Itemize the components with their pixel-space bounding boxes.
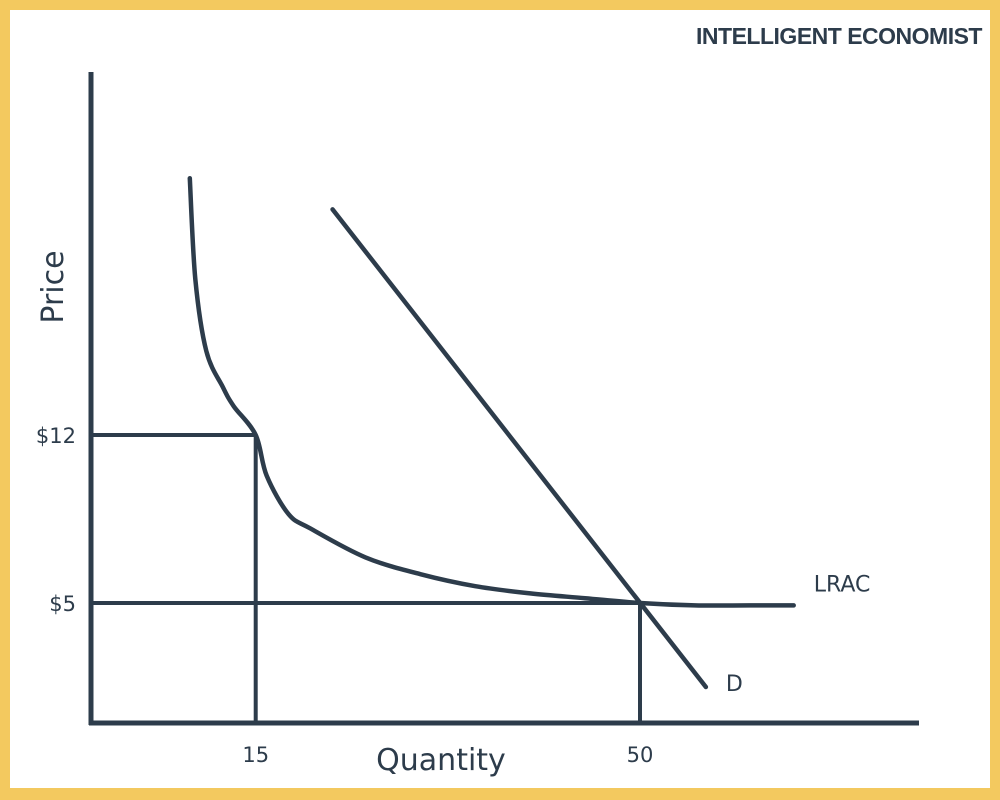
x-tick-label: 50 [627, 743, 654, 767]
y-axis-title: Price [36, 250, 71, 323]
brand-logo: INTELLIGENT ECONOMIST [696, 23, 982, 49]
series-d-label: D [726, 672, 743, 697]
axes [88, 72, 919, 726]
chart-frame [10, 10, 990, 788]
series-d-line [330, 207, 709, 690]
series-lrac-label: LRAC [814, 572, 871, 597]
series-lrac-curve [187, 175, 796, 608]
reference-lines [91, 433, 642, 723]
y-tick-label: $12 [36, 424, 76, 448]
x-tick-label: 15 [242, 743, 269, 767]
tick-labels: 15 50 $12 $5 [36, 424, 653, 767]
x-axis-title: Quantity [376, 743, 506, 778]
curves: LRAC D [187, 175, 871, 697]
y-tick-label: $5 [49, 592, 76, 616]
